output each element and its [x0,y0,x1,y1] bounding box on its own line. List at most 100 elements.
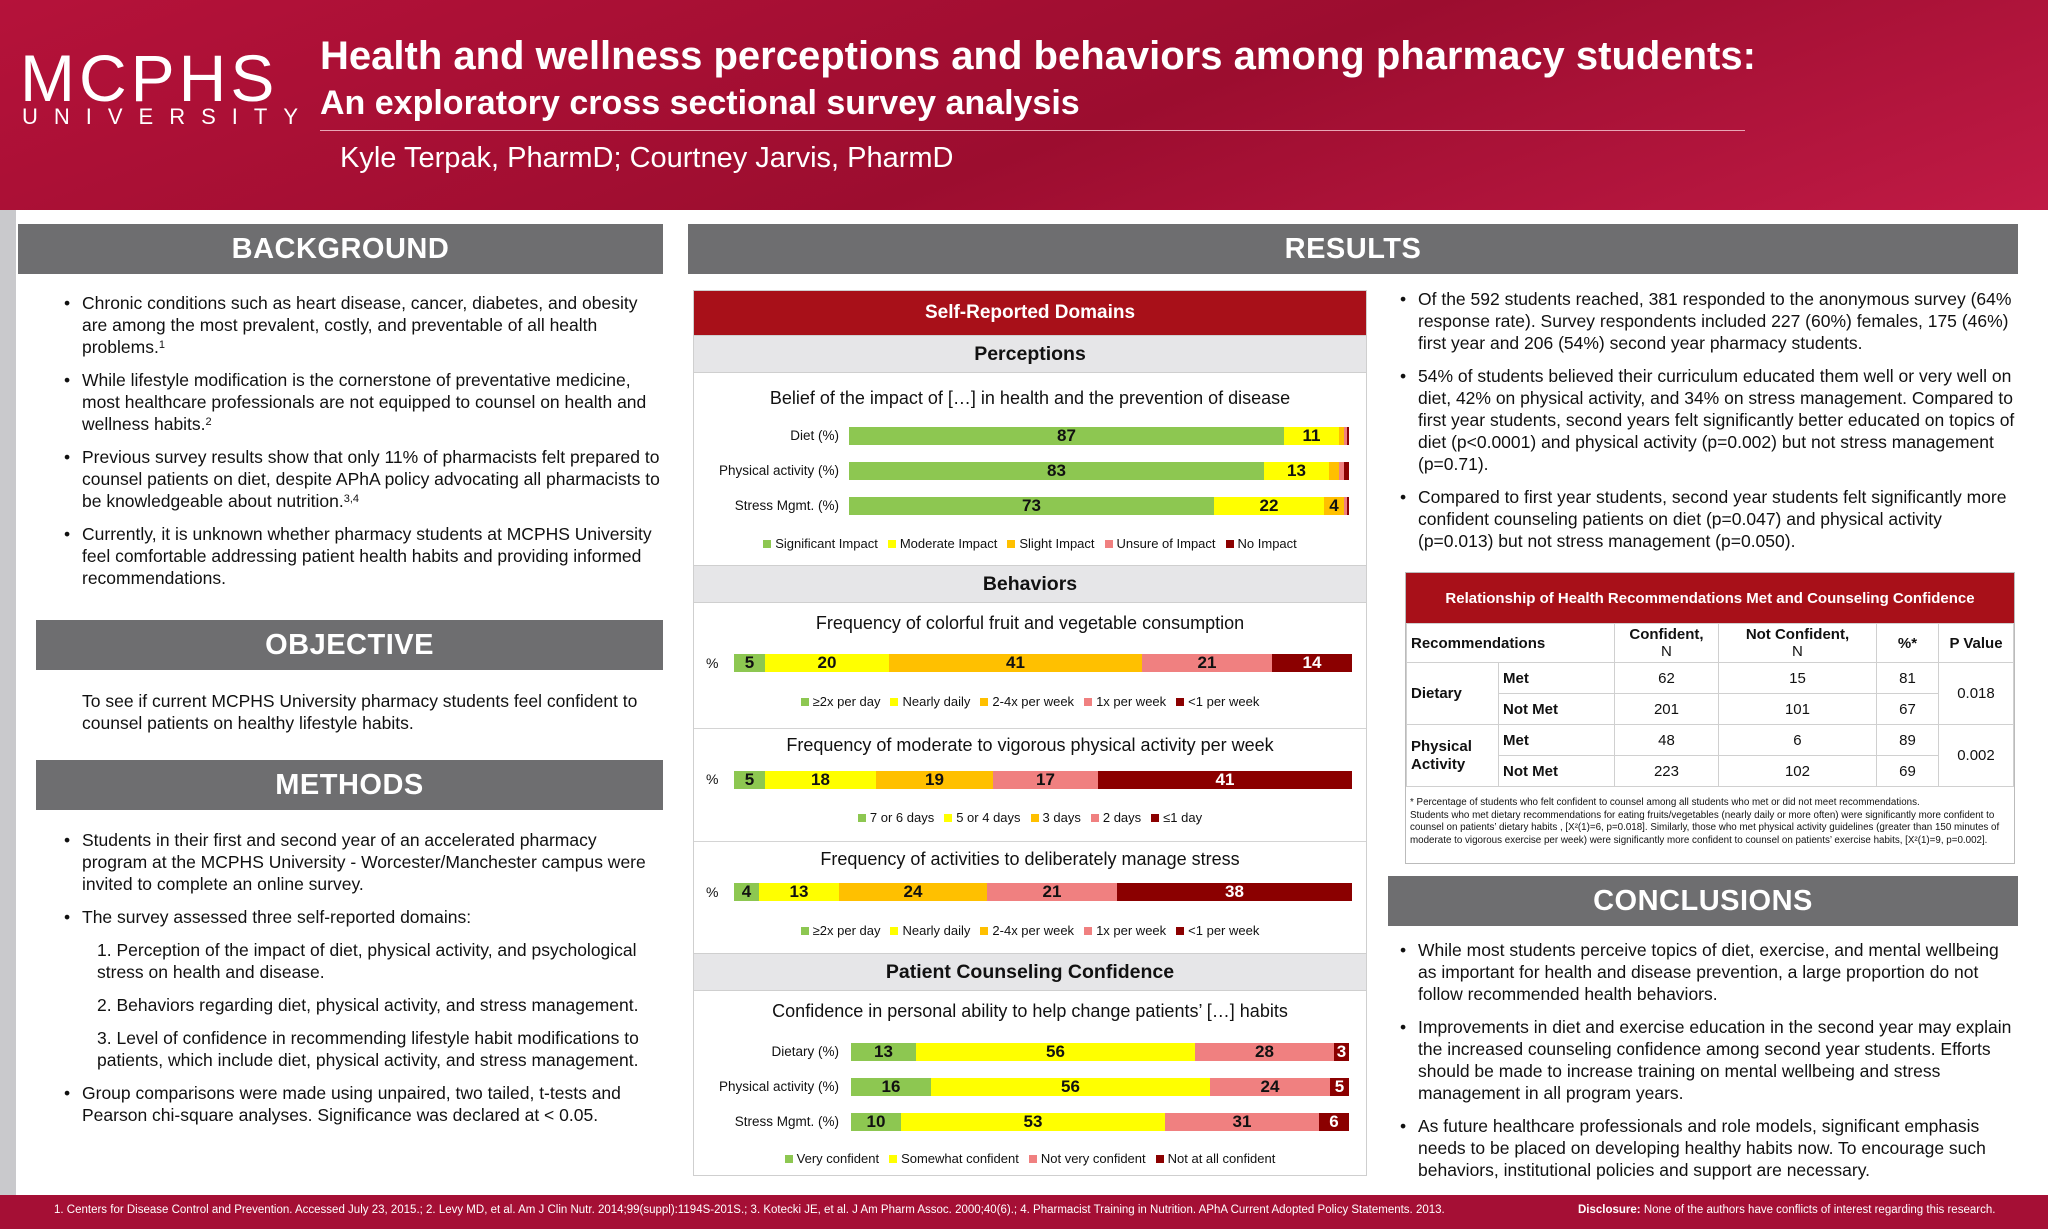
bar-segment: 13 [851,1043,916,1061]
legend-label: 2-4x per week [992,923,1075,938]
perceptions-heading: Perceptions [694,335,1366,373]
legend-label: 2 days [1102,810,1142,825]
table-row: Not Met 201 101 67 [1407,693,2014,725]
data-label: 53 [1023,1113,1043,1131]
data-label: 41 [1215,771,1235,789]
stacked-bar: 83 13 [849,462,1349,480]
legend-entry: 7 or 6 days [857,810,934,825]
objective-heading: OBJECTIVE [36,620,663,670]
legend-swatch [763,539,772,548]
column-header: Confident, N [1613,623,1719,663]
methods-subitem: 3. Level of confidence in recommending l… [97,1028,639,1070]
self-reported-domains-panel: Self-Reported Domains Perceptions Belief… [693,290,1367,1176]
data-label: 20 [817,654,837,672]
row-label: Not Met [1498,693,1615,725]
legend-swatch [889,1154,898,1163]
bar-segment: 21 [987,883,1117,901]
legend-label: 1x per week [1096,923,1167,938]
bar-segment: 22 [1214,497,1324,515]
data-label: 41 [1006,654,1025,672]
table-cell: 101 [1717,693,1877,725]
bar-segment: 5 [734,654,765,672]
legend-swatch [980,926,989,935]
relationship-table: Relationship of Health Recommendations M… [1405,572,2015,864]
data-label: 28 [1255,1043,1274,1061]
methods-bullet: Students in their first and second year … [62,829,662,895]
conclusions-bullet: While most students perceive topics of d… [1398,939,2018,1005]
legend-swatch [1225,539,1234,548]
data-label: 24 [903,883,923,901]
data-label: 56 [1046,1043,1065,1061]
bar-segment: 56 [931,1078,1210,1096]
legend-label: Not at all confident [1167,1151,1276,1166]
category-label: % [706,884,719,900]
data-label: 5 [744,771,755,789]
legend-label: No Impact [1237,536,1297,551]
authors: Kyle Terpak, PharmD; Courtney Jarvis, Ph… [340,142,954,174]
results-text: Of the 592 students reached, 381 respond… [1398,288,2018,563]
column-header: Not Confident, N [1717,623,1877,663]
row-label: Met [1498,724,1615,756]
category-label: Stress Mgmt. (%) [734,1114,839,1129]
stacked-bar: 13 56 28 3 [851,1043,1349,1061]
legend-entry: Not very confident [1028,1151,1146,1166]
conclusions-text: While most students perceive topics of d… [1398,939,2018,1192]
legend-label: ≤1 day [1163,810,1203,825]
legend-label: Significant Impact [775,536,878,551]
background-bullet: Previous survey results show that only 1… [62,446,662,512]
legend-label: 5 or 4 days [956,810,1021,825]
category-label: % [706,655,719,671]
table-row: Not Met 223 102 69 [1407,755,2014,787]
counseling-heading: Patient Counseling Confidence [694,953,1366,991]
stacked-bar: 4 13 24 21 38 [734,883,1352,901]
legend-entry: <1 per week [1176,694,1259,709]
stacked-bar: 87 11 [849,427,1349,445]
data-label: 3 [1336,1043,1347,1061]
legend-label: Slight Impact [1019,536,1095,551]
bar-segment: 73 [849,497,1214,515]
row-group-label: Dietary [1406,662,1499,725]
legend-entry: Not at all confident [1155,1151,1276,1166]
table-cell: 69 [1875,755,1939,787]
bar-segment [1347,497,1349,515]
data-label: 21 [1197,654,1217,672]
bar-segment: 17 [993,771,1098,789]
table-cell: 15 [1717,662,1877,694]
table-title: Relationship of Health Recommendations M… [1406,573,2014,623]
legend-entry: 2-4x per week [980,923,1074,938]
results-bullet: Of the 592 students reached, 381 respond… [1398,288,2018,354]
bar-segment: 56 [916,1043,1195,1061]
bar-segment: 31 [1165,1113,1319,1131]
methods-bullet: The survey assessed three self-reported … [62,906,662,928]
legend-label: Moderate Impact [899,536,998,551]
legend-label: Nearly daily [902,694,971,709]
results-heading: RESULTS [688,224,2018,274]
table-header-row: Recommendations Confident, N Not Confiden… [1406,623,2015,663]
legend-entry: Slight Impact [1007,536,1095,551]
methods-subitem: 2. Behaviors regarding diet, physical ac… [97,995,639,1015]
category-label: Diet (%) [790,428,839,443]
table-grid: Recommendations Confident, N Not Confiden… [1406,623,2015,787]
bar-segment: 10 [851,1113,901,1131]
bar-segment: 5 [734,771,765,789]
methods-heading: METHODS [36,760,663,810]
bar-segment: 3 [1334,1043,1349,1061]
data-label: 83 [1047,462,1066,480]
stacked-bar: 10 53 31 6 [851,1113,1349,1131]
bar-segment [1344,462,1349,480]
chart-title: Frequency of colorful fruit and vegetabl… [815,613,1245,633]
data-label: 5 [1334,1078,1345,1096]
poster-subtitle: An exploratory cross sectional survey an… [320,84,1080,122]
data-label: 24 [1260,1078,1280,1096]
bar-segment: 19 [876,771,993,789]
bar-segment [1344,497,1347,515]
column-header: Recommendations [1406,623,1615,663]
table-cell: 102 [1717,755,1877,787]
chart-legend: Significant Impact Moderate Impact Slight … [694,536,1366,551]
table-cell: 48 [1613,724,1719,756]
legend-label: 1x per week [1096,694,1167,709]
data-label: 13 [874,1043,893,1061]
data-label: 19 [925,771,944,789]
data-label: 4 [1329,497,1339,515]
legend-swatch [890,926,899,935]
